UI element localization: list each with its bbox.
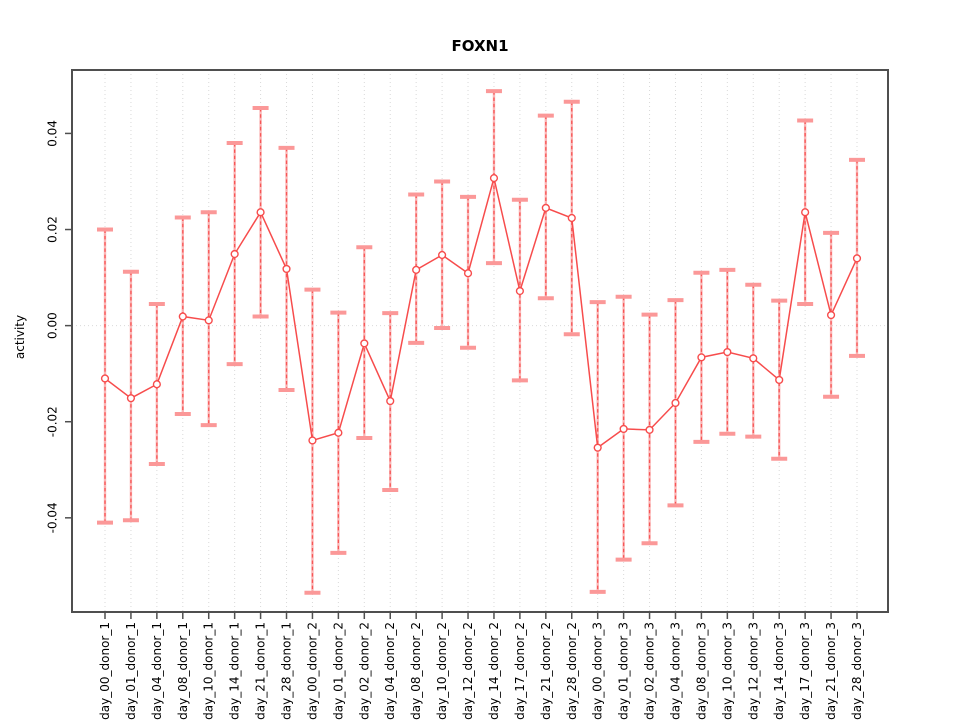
x-tick-label: day_14_donor_3: [772, 622, 786, 720]
x-tick-label: day_21_donor_3: [824, 622, 838, 720]
x-tick-label: day_02_donor_2: [357, 622, 371, 720]
x-tick-label: day_00_donor_2: [305, 622, 319, 720]
series-line: [104, 177, 858, 450]
data-points: [100, 174, 862, 452]
data-point: [256, 208, 265, 217]
x-tick-label: day_00_donor_1: [98, 622, 112, 720]
x-tick-label: day_02_donor_3: [643, 622, 657, 720]
x-tick-label: day_28_donor_3: [850, 622, 864, 720]
x-tick-label: day_28_donor_1: [280, 622, 294, 720]
x-tick-label: day_21_donor_2: [539, 622, 553, 720]
x-tick-label: day_10_donor_2: [435, 622, 449, 720]
x-tick-label: day_04_donor_2: [383, 622, 397, 720]
plot-frame: [71, 69, 889, 613]
data-point: [515, 286, 524, 296]
data-point: [723, 347, 732, 357]
data-point: [230, 249, 239, 259]
chart-title: FOXN1: [451, 37, 508, 55]
data-point: [619, 424, 628, 434]
data-point: [334, 428, 343, 437]
data-point: [152, 380, 161, 389]
x-tick-label: day_04_donor_3: [668, 622, 682, 720]
data-point: [178, 312, 187, 321]
y-axis-title: activity: [13, 315, 27, 359]
data-point: [489, 174, 499, 183]
x-tick-label: day_14_donor_1: [228, 622, 242, 720]
data-point: [126, 394, 136, 403]
error-bars: [97, 89, 865, 595]
data-point: [100, 374, 110, 383]
x-tick-label: day_08_donor_1: [176, 622, 190, 720]
data-point: [697, 353, 706, 362]
data-point: [593, 443, 602, 452]
x-tick-label: day_04_donor_1: [150, 622, 164, 720]
y-tick-label: 0.04: [46, 120, 60, 147]
data-point: [386, 396, 395, 406]
x-tick-label: day_12_donor_2: [461, 622, 475, 720]
data-point: [282, 264, 291, 274]
axes: 0.04 0.02 0.00 -0.02 -0.04 day_00_donor_1 day_…: [46, 69, 889, 720]
y-tick-label: 0.00: [46, 312, 60, 339]
y-tick-label: 0.02: [46, 216, 60, 243]
y-tick-label: -0.02: [46, 406, 60, 437]
data-point: [360, 339, 369, 348]
data-point: [567, 213, 576, 223]
x-tick-label: day_14_donor_2: [487, 622, 501, 720]
x-tick-label: day_01_donor_3: [617, 622, 631, 720]
x-tick-label: day_17_donor_3: [798, 622, 812, 720]
x-tick-label: day_08_donor_3: [694, 622, 708, 720]
data-point: [801, 208, 810, 217]
y-tick-label: -0.04: [46, 502, 60, 533]
data-point: [775, 375, 784, 385]
data-point: [645, 425, 654, 434]
data-point: [826, 310, 836, 320]
data-point: [852, 254, 862, 263]
data-point: [308, 436, 317, 445]
x-tick-label: day_28_donor_2: [565, 622, 579, 720]
gridlines: [72, 70, 888, 612]
x-tick-label: day_08_donor_2: [409, 622, 423, 720]
x-tick-label: day_10_donor_1: [202, 622, 216, 720]
x-tick-label: day_21_donor_1: [254, 622, 268, 720]
data-point: [749, 354, 758, 363]
x-tick-label: day_01_donor_1: [124, 622, 138, 720]
data-point: [204, 316, 213, 325]
x-tick-label: day_12_donor_3: [746, 622, 760, 720]
data-point: [541, 203, 550, 213]
data-point: [671, 398, 680, 408]
x-tick-label: day_17_donor_2: [513, 622, 527, 720]
data-point: [412, 265, 421, 274]
series-polyline: [104, 177, 858, 450]
data-point: [438, 250, 447, 260]
x-tick-label: day_00_donor_3: [591, 622, 605, 720]
x-tick-label: day_01_donor_2: [331, 622, 345, 720]
x-tick-label: day_10_donor_3: [720, 622, 734, 720]
data-point: [463, 269, 473, 278]
